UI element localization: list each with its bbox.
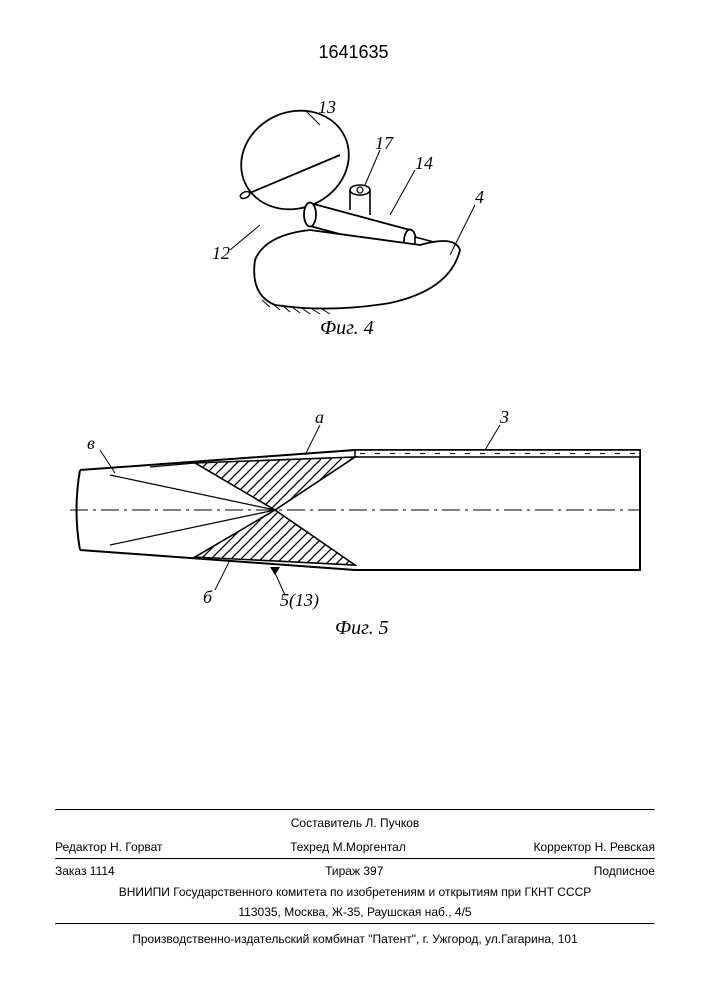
fig5-label-b: б	[203, 587, 212, 608]
footer-tech: Техред М.Моргентал	[290, 840, 406, 854]
fig4-caption: Фиг. 4	[320, 317, 374, 340]
figure-4: 13 17 14 4 12 Фиг. 4	[190, 95, 510, 355]
fig4-label-17: 17	[375, 133, 393, 154]
patent-number: 1641635	[318, 42, 388, 63]
footer-order: Заказ 1114	[55, 864, 115, 878]
fig5-label-3: 3	[500, 407, 509, 428]
footer-org2: 113035, Москва, Ж-35, Раушская наб., 4/5	[55, 902, 655, 923]
fig4-svg	[190, 95, 510, 355]
footer-publisher: Производственно-издательский комбинат "П…	[55, 925, 655, 950]
fig5-label-v: в	[87, 433, 95, 454]
fig5-caption: Фиг. 5	[335, 617, 389, 640]
footer: Составитель Л. Пучков Редактор Н. Горват…	[55, 809, 655, 950]
footer-composer: Составитель Л. Пучков	[55, 811, 655, 836]
fig4-label-12: 12	[212, 243, 230, 264]
footer-corrector: Корректор Н. Ревская	[533, 840, 655, 854]
footer-tirazh: Тираж 397	[325, 864, 383, 878]
fig4-label-14: 14	[415, 153, 433, 174]
footer-editor: Редактор Н. Горват	[55, 840, 163, 854]
fig4-label-4: 4	[475, 187, 484, 208]
figure-5: а 3 в б 5(13) Фиг. 5	[55, 395, 655, 655]
fig4-label-13: 13	[318, 97, 336, 118]
footer-org1: ВНИИПИ Государственного комитета по изоб…	[55, 882, 655, 903]
fig5-label-a: а	[315, 407, 324, 428]
fig5-svg	[55, 395, 655, 655]
fig5-label-5: 5(13)	[280, 590, 319, 611]
footer-subscription: Подписное	[594, 864, 655, 878]
